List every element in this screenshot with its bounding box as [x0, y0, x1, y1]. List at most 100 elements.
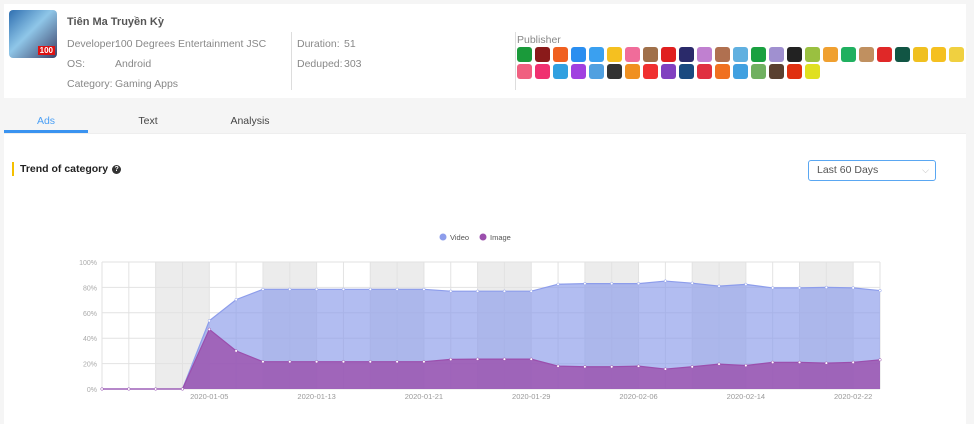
publisher-app-icon[interactable] [697, 47, 712, 62]
publisher-app-icon[interactable] [553, 64, 568, 79]
section-title-text: Trend of category [20, 163, 109, 175]
publisher-app-icon[interactable] [607, 47, 622, 62]
chevron-down-icon: ⌵ [922, 165, 929, 175]
duration-value: 51 [344, 38, 356, 50]
data-point [476, 289, 480, 293]
data-point [315, 360, 319, 364]
publisher-app-icon[interactable] [589, 64, 604, 79]
data-point [663, 279, 667, 283]
publisher-app-icon[interactable] [823, 47, 838, 62]
section-title: Trend of category? [12, 162, 122, 176]
publisher-app-icon[interactable] [535, 47, 550, 62]
data-point [288, 287, 292, 291]
publisher-app-icon[interactable] [733, 64, 748, 79]
data-point [368, 360, 372, 364]
publisher-app-icon[interactable] [571, 47, 586, 62]
data-point [851, 286, 855, 290]
category-row: Category: Gaming Apps [67, 78, 178, 90]
publisher-app-icon[interactable] [697, 64, 712, 79]
data-point [583, 365, 587, 369]
publisher-app-icon[interactable] [625, 47, 640, 62]
legend-marker [479, 233, 487, 241]
publisher-app-icon[interactable] [625, 64, 640, 79]
y-tick-label: 0% [87, 387, 97, 394]
app-title: Tiên Ma Truyền Kỳ [67, 16, 164, 28]
publisher-app-icon[interactable] [805, 64, 820, 79]
series-line-image [102, 328, 881, 390]
data-point [395, 360, 399, 364]
publisher-app-icon[interactable] [643, 64, 658, 79]
data-point [824, 361, 828, 365]
publisher-app-icon[interactable] [571, 64, 586, 79]
deduped-value: 303 [344, 58, 362, 70]
data-point [422, 287, 426, 291]
publisher-app-icon[interactable] [859, 47, 874, 62]
publisher-app-icon[interactable] [553, 47, 568, 62]
publisher-app-icon[interactable] [589, 47, 604, 62]
help-icon[interactable]: ? [112, 164, 122, 174]
deduped-label: Deduped: [297, 58, 343, 70]
legend-label: Video [450, 233, 469, 242]
publisher-app-icon[interactable] [733, 47, 748, 62]
duration-label: Duration: [297, 38, 340, 50]
publisher-app-icon[interactable] [949, 47, 964, 62]
publisher-app-icon[interactable] [679, 47, 694, 62]
developer-label: Developer: [67, 38, 118, 50]
developer-value: 100 Degrees Entertainment JSC [115, 38, 267, 50]
publisher-app-icon[interactable] [679, 64, 694, 79]
publisher-app-icon[interactable] [841, 47, 856, 62]
publisher-app-icon[interactable] [787, 64, 802, 79]
publisher-app-icon[interactable] [769, 64, 784, 79]
y-tick-label: 60% [83, 311, 97, 318]
data-point [744, 282, 748, 286]
publisher-app-icon[interactable] [661, 47, 676, 62]
tab-ads[interactable]: Ads [36, 115, 56, 127]
publisher-app-icon[interactable] [769, 47, 784, 62]
publisher-app-icon[interactable] [517, 64, 532, 79]
data-point [234, 298, 238, 302]
publisher-app-icon[interactable] [517, 47, 532, 62]
date-range-select[interactable]: Last 60 Days ⌵ [808, 160, 936, 181]
data-point [610, 282, 614, 286]
date-range-value: Last 60 Days [817, 164, 879, 176]
data-point [449, 289, 453, 293]
publisher-app-icon[interactable] [877, 47, 892, 62]
x-tick-label: 2020-02-06 [619, 392, 657, 401]
tab-text[interactable]: Text [138, 115, 158, 127]
data-point [529, 289, 533, 293]
x-tick-label: 2020-01-21 [405, 392, 443, 401]
data-point [637, 282, 641, 286]
publisher-app-icon[interactable] [895, 47, 910, 62]
data-point [315, 287, 319, 291]
developer-row: Developer: 100 Degrees Entertainment JSC [67, 38, 266, 50]
publisher-app-icon[interactable] [787, 47, 802, 62]
x-tick-label: 2020-01-29 [512, 392, 550, 401]
publisher-app-icon[interactable] [715, 64, 730, 79]
publisher-app-icon[interactable] [715, 47, 730, 62]
publisher-app-icon[interactable] [535, 64, 550, 79]
tab-analysis[interactable]: Analysis [230, 115, 270, 127]
data-point [234, 349, 238, 353]
y-tick-label: 100% [79, 260, 97, 267]
publisher-icons [517, 47, 967, 79]
x-tick-label: 2020-01-13 [297, 392, 335, 401]
x-tick-label: 2020-01-05 [190, 392, 228, 401]
publisher-app-icon[interactable] [913, 47, 928, 62]
publisher-app-icon[interactable] [661, 64, 676, 79]
data-point [529, 357, 533, 361]
data-point [502, 289, 506, 293]
series-line-video [102, 280, 881, 390]
publisher-app-icon[interactable] [931, 47, 946, 62]
publisher-app-icon[interactable] [751, 64, 766, 79]
data-point [556, 364, 560, 368]
publisher-app-icon[interactable] [805, 47, 820, 62]
publisher-app-icon[interactable] [607, 64, 622, 79]
duration-row: Duration: 51 [297, 38, 356, 50]
active-tab-indicator [4, 130, 88, 133]
data-point [556, 282, 560, 286]
publisher-app-icon[interactable] [751, 47, 766, 62]
publisher-app-icon[interactable] [643, 47, 658, 62]
legend-label: Image [490, 233, 511, 242]
data-point [261, 360, 265, 364]
